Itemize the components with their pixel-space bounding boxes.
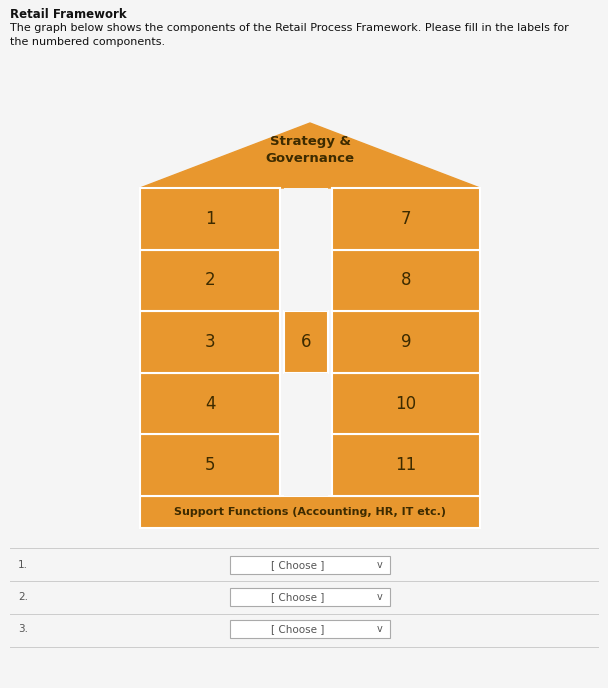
Text: v: v [377,592,383,602]
FancyBboxPatch shape [230,620,390,638]
Text: 4: 4 [205,395,215,413]
Text: Support Functions (Accounting, HR, IT etc.): Support Functions (Accounting, HR, IT et… [174,507,446,517]
Text: 11: 11 [395,456,416,474]
FancyBboxPatch shape [284,250,328,311]
Text: 6: 6 [301,333,311,351]
Polygon shape [140,123,480,188]
FancyBboxPatch shape [332,373,480,434]
Text: the numbered components.: the numbered components. [10,37,165,47]
Text: 2: 2 [205,271,215,290]
Text: 8: 8 [401,271,411,290]
Text: 3: 3 [205,333,215,351]
Text: 5: 5 [205,456,215,474]
FancyBboxPatch shape [332,250,480,311]
Text: 9: 9 [401,333,411,351]
Text: 1: 1 [205,210,215,228]
Text: 10: 10 [395,395,416,413]
FancyBboxPatch shape [332,434,480,496]
Text: 1.: 1. [18,560,28,570]
FancyBboxPatch shape [140,188,280,250]
FancyBboxPatch shape [230,556,390,574]
Text: v: v [377,624,383,634]
Text: v: v [377,560,383,570]
Text: 2.: 2. [18,592,28,602]
Text: 7: 7 [401,210,411,228]
Text: Strategy &
Governance: Strategy & Governance [266,136,354,166]
Text: The graph below shows the components of the Retail Process Framework. Please fil: The graph below shows the components of … [10,23,568,33]
Text: Retail Framework: Retail Framework [10,8,126,21]
FancyBboxPatch shape [284,311,328,373]
FancyBboxPatch shape [140,434,280,496]
FancyBboxPatch shape [332,188,480,250]
Text: [ Choose ]: [ Choose ] [271,560,324,570]
FancyBboxPatch shape [140,373,280,434]
FancyBboxPatch shape [284,373,328,434]
FancyBboxPatch shape [140,311,280,373]
FancyBboxPatch shape [140,250,280,311]
Text: 3.: 3. [18,624,28,634]
Text: [ Choose ]: [ Choose ] [271,592,324,602]
FancyBboxPatch shape [284,434,328,496]
FancyBboxPatch shape [230,588,390,606]
Text: [ Choose ]: [ Choose ] [271,624,324,634]
FancyBboxPatch shape [332,311,480,373]
FancyBboxPatch shape [284,188,328,250]
FancyBboxPatch shape [140,496,480,528]
